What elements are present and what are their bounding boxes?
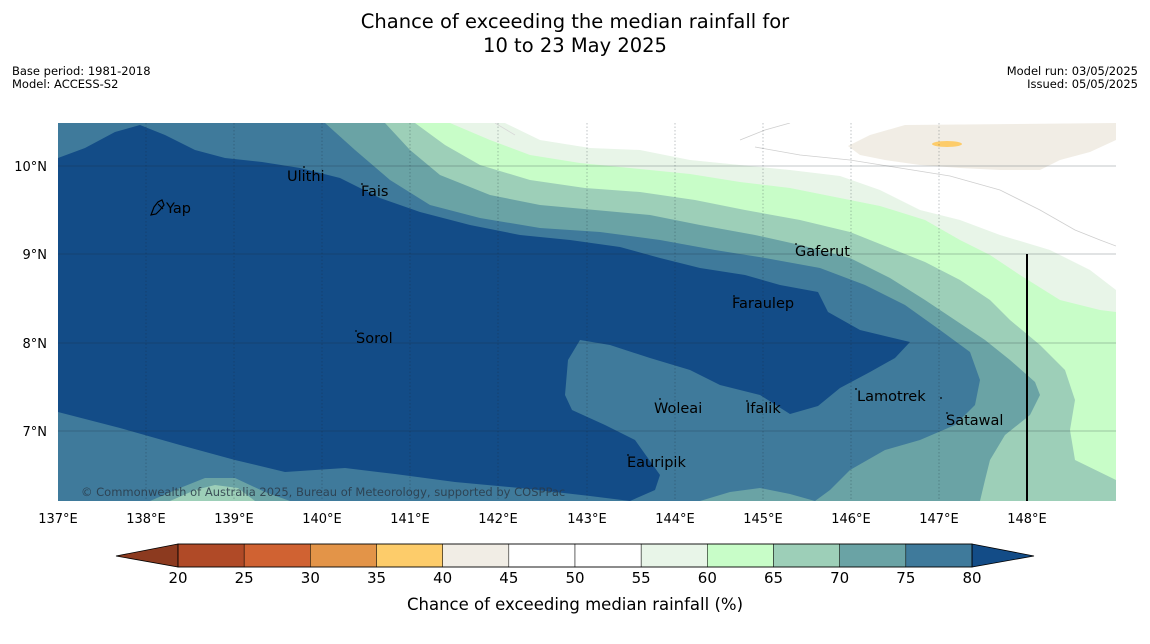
region-40-45 (848, 123, 1116, 170)
meta-right: Model run: 03/05/2025 Issued: 05/05/2025 (1007, 65, 1138, 91)
island-dot-lamotrek-east (940, 397, 942, 399)
colorbar-segment-75-80 (905, 543, 973, 568)
colorbar-segment-25-30 (243, 543, 311, 568)
colorbar-tick-80: 80 (962, 569, 981, 587)
copyright-credit: © Commonwealth of Australia 2025, Bureau… (81, 485, 565, 499)
place-labels: Yap Ulithi Fais Gaferut Faraulep Sorol L… (165, 169, 1003, 471)
map-title-line2: 10 to 23 May 2025 (483, 34, 667, 57)
lat-label-8n: 8°N (23, 337, 48, 352)
place-label-ifalik: Ifalik (746, 401, 781, 417)
colorbar-tick-40: 40 (433, 569, 452, 587)
place-label-gaferut: Gaferut (795, 244, 850, 260)
region-above-80 (58, 125, 910, 501)
colorbar-tick-45: 45 (499, 569, 518, 587)
colorbar-tick-30: 30 (301, 569, 320, 587)
colorbar-segment-30-35 (310, 543, 377, 568)
place-label-fais: Fais (361, 184, 388, 200)
place-label-eauripik: Eauripik (627, 455, 686, 471)
contour-line-3 (494, 123, 516, 136)
place-label-sorol: Sorol (356, 331, 393, 347)
colorbar-ticks: 20 25 30 35 40 45 50 55 60 65 70 75 80 (168, 569, 981, 587)
island-dot-woleai (659, 398, 661, 400)
colorbar-segment-70-75 (839, 543, 907, 568)
colorbar-segment-65-70 (773, 543, 840, 568)
place-label-faraulep: Faraulep (732, 296, 794, 312)
island-dot-sorol (355, 330, 357, 332)
colorbar-below-arrow (115, 543, 179, 568)
place-label-ulithi: Ulithi (287, 169, 325, 185)
place-label-woleai: Woleai (654, 401, 702, 417)
lon-label-140e: 140°E (302, 512, 342, 527)
lat-label-7n: 7°N (23, 425, 48, 440)
lon-label-138e: 138°E (126, 512, 166, 527)
lon-label-148e: 148°E (1007, 512, 1047, 527)
lon-label-147e: 147°E (919, 512, 959, 527)
rainfall-fields (58, 123, 1116, 501)
colorbar-segment-45-50 (508, 543, 576, 568)
gridlines (58, 123, 1116, 501)
region-bottom-mid-teal (700, 488, 815, 501)
island-dot-ifalik (746, 400, 748, 402)
latitude-labels: 10°N 9°N 8°N 7°N (14, 160, 47, 440)
island-dot-fais (361, 183, 363, 185)
lon-label-141e: 141°E (390, 512, 430, 527)
colorbar-segment-20-25 (177, 543, 245, 568)
colorbar: 20 25 30 35 40 45 50 55 60 65 70 75 80 Chance of exc… (115, 543, 1035, 614)
longitude-labels: 137°E 138°E 139°E 140°E 141°E 142°E 143°… (38, 512, 1047, 527)
lon-label-139e: 139°E (214, 512, 254, 527)
island-dot-gaferut (795, 243, 797, 245)
map-title-line1: Chance of exceeding the median rainfall … (360, 10, 790, 33)
lon-label-142e: 142°E (478, 512, 518, 527)
map-title: Chance of exceeding the median rainfall … (0, 10, 1150, 58)
yap-island (150, 199, 165, 216)
colorbar-tick-35: 35 (367, 569, 386, 587)
place-label-lamotrek: Lamotrek (857, 389, 926, 405)
colorbar-segment-40-45 (442, 543, 510, 568)
colorbar-segment-60-65 (707, 543, 774, 568)
colorbar-tick-50: 50 (565, 569, 584, 587)
lon-label-145e: 145°E (743, 512, 783, 527)
colorbar-tick-55: 55 (632, 569, 651, 587)
colorbar-above-arrow (971, 543, 1035, 568)
meta-left: Base period: 1981-2018 Model: ACCESS-S2 (12, 65, 151, 91)
colorbar-frame (177, 543, 973, 568)
region-bottom-left-pale (170, 485, 255, 501)
colorbar-tick-25: 25 (235, 569, 254, 587)
model-run-label: Model run: 03/05/2025 (1006, 64, 1138, 78)
colorbar-segments (177, 543, 973, 568)
colorbar-tick-75: 75 (896, 569, 915, 587)
island-dot-eauripik (627, 454, 629, 456)
island-dots (303, 166, 948, 456)
model-label: Model: ACCESS-S2 (12, 77, 119, 91)
lat-label-10n: 10°N (14, 160, 47, 175)
contour-line-2 (739, 123, 791, 141)
place-label-yap: Yap (165, 201, 191, 217)
colorbar-tick-60: 60 (698, 569, 717, 587)
colorbar-tick-70: 70 (830, 569, 849, 587)
issued-label: Issued: 05/05/2025 (1027, 77, 1138, 91)
lon-label-146e: 146°E (831, 512, 871, 527)
place-label-satawal: Satawal (946, 413, 1003, 429)
lon-label-143e: 143°E (567, 512, 607, 527)
colorbar-title: Chance of exceeding median rainfall (%) (407, 595, 743, 614)
contour-line-1 (754, 146, 1116, 247)
lon-label-137e: 137°E (38, 512, 78, 527)
island-dot-faraulep (733, 295, 735, 297)
colorbar-segment-50-55 (574, 543, 642, 568)
colorbar-tick-20: 20 (168, 569, 187, 587)
lon-label-144e: 144°E (655, 512, 695, 527)
colorbar-segment-55-60 (640, 543, 708, 568)
base-period-label: Base period: 1981-2018 (12, 64, 151, 78)
island-dot-ulithi (303, 166, 305, 168)
colorbar-segment-35-40 (376, 543, 443, 568)
island-dot-lamotrek (855, 388, 857, 390)
colorbar-tick-65: 65 (764, 569, 783, 587)
lat-label-9n: 9°N (23, 248, 48, 263)
region-35-40 (932, 141, 962, 147)
island-dot-satawal (946, 412, 948, 414)
